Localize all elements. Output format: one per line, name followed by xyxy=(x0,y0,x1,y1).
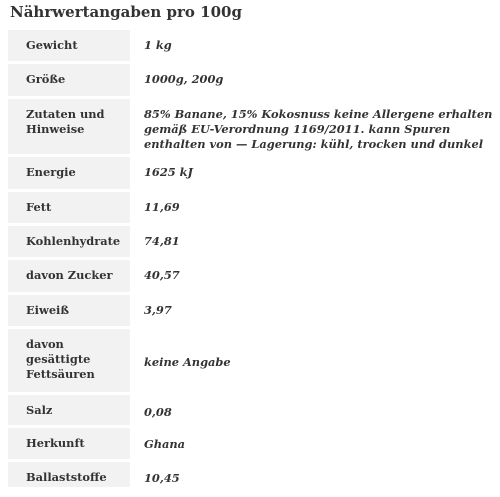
table-row: Zutaten und Hinweise 85% Banane, 15% Kok… xyxy=(8,99,498,154)
row-label-ballaststoffe: Ballaststoffe xyxy=(8,462,130,487)
row-label-eiweiss: Eiweiß xyxy=(8,295,130,326)
table-row: Größe 1000g, 200g xyxy=(8,64,498,96)
table-row: Salz 0,08 xyxy=(8,395,498,425)
row-label-fett: Fett xyxy=(8,192,130,223)
row-value-groesse: 1000g, 200g xyxy=(144,72,224,86)
table-row: Herkunft Ghana xyxy=(8,428,498,459)
row-label-gewicht: Gewicht xyxy=(8,30,130,61)
row-value-energie: 1625 kJ xyxy=(144,165,193,179)
row-label-herkunft: Herkunft xyxy=(8,428,130,459)
table-row: Kohlenhydrate 74,81 xyxy=(8,226,498,257)
row-value-gesaettigte-fettsaeuren: keine Angabe xyxy=(144,355,231,369)
table-row: Eiweiß 3,97 xyxy=(8,295,498,326)
table-row: davon Zucker 40,57 xyxy=(8,260,498,292)
table-row: Fett 11,69 xyxy=(8,192,498,223)
row-value-zutaten: 85% Banane, 15% Kokosnuss keine Allergen… xyxy=(144,107,493,151)
row-value-zucker: 40,57 xyxy=(144,268,180,282)
row-value-eiweiss: 3,97 xyxy=(144,303,172,317)
row-value-gewicht: 1 kg xyxy=(144,38,172,52)
row-value-ballaststoffe: 10,45 xyxy=(144,471,180,485)
row-label-groesse: Größe xyxy=(8,64,130,96)
table-row: Energie 1625 kJ xyxy=(8,157,498,189)
row-label-energie: Energie xyxy=(8,157,130,189)
page-title: Nährwertangaben pro 100g xyxy=(10,3,242,21)
row-value-fett: 11,69 xyxy=(144,200,180,214)
table-row: davon gesättigte Fettsäuren keine Angabe xyxy=(8,329,498,392)
row-label-zucker: davon Zucker xyxy=(8,260,130,292)
table-row: Gewicht 1 kg xyxy=(8,30,498,61)
table-row: Ballaststoffe 10,45 xyxy=(8,462,498,487)
row-label-kohlenhydrate: Kohlenhydrate xyxy=(8,226,130,257)
nutrition-table: Gewicht 1 kg Größe 1000g, 200g Zutaten u… xyxy=(8,30,498,490)
row-value-kohlenhydrate: 74,81 xyxy=(144,234,180,248)
row-label-gesaettigte-fettsaeuren: davon gesättigte Fettsäuren xyxy=(8,329,130,392)
row-value-herkunft: Ghana xyxy=(144,437,186,451)
row-label-zutaten: Zutaten und Hinweise xyxy=(8,99,130,154)
row-label-salz: Salz xyxy=(8,395,130,425)
row-value-salz: 0,08 xyxy=(144,405,172,419)
